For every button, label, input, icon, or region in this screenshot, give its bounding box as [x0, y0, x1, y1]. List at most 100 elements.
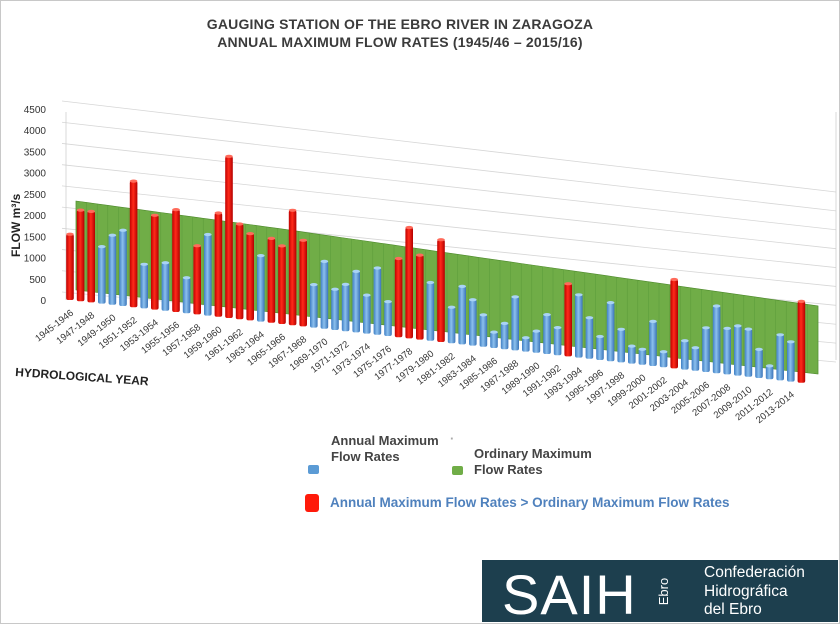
- bar-cap: [426, 280, 435, 285]
- y-tick-label: 1500: [24, 232, 47, 243]
- bar-cap: [755, 347, 763, 351]
- exceed-bar: [151, 215, 159, 310]
- bar-cap: [691, 346, 700, 350]
- annual-bar: [702, 327, 710, 372]
- annual-bar: [543, 314, 551, 354]
- bar-cap: [787, 340, 795, 344]
- bar-cap: [797, 299, 806, 303]
- bar-cap: [288, 208, 297, 212]
- bar-cap: [776, 333, 784, 337]
- annual-bar: [331, 289, 339, 330]
- annual-bar: [469, 299, 477, 346]
- annual-bar: [257, 255, 265, 322]
- y-tick-label: 4500: [24, 105, 47, 116]
- bar-cap: [543, 313, 551, 317]
- bar-cap: [320, 259, 329, 263]
- bar-cap: [182, 276, 191, 280]
- bar-cap: [681, 339, 689, 343]
- ordinary-flow-series: [75, 200, 819, 375]
- annual-bar: [765, 365, 774, 380]
- bar-cap: [628, 344, 636, 348]
- bar-cap: [76, 208, 85, 212]
- bar-cap: [87, 209, 95, 213]
- exceed-bar: [87, 211, 95, 303]
- annual-bar: [108, 235, 117, 305]
- bar-cap: [606, 301, 615, 305]
- bar-cap: [129, 179, 138, 183]
- exceed-bar: [405, 227, 413, 339]
- annual-bar: [553, 327, 562, 356]
- annual-bar: [119, 230, 127, 306]
- bar-cap: [765, 364, 774, 368]
- bar-cap: [310, 283, 318, 287]
- exceed-bar: [278, 245, 286, 324]
- annual-bar: [384, 301, 392, 336]
- annual-bar: [787, 341, 795, 382]
- bar-cap: [214, 211, 223, 215]
- legend-annual-label: Annual Maximum Flow Rates: [331, 433, 439, 464]
- bar-cap: [172, 208, 180, 212]
- bar-cap: [373, 266, 382, 270]
- annual-bar: [575, 294, 583, 358]
- exceed-bar: [172, 209, 180, 312]
- bar-cap: [744, 327, 753, 331]
- x-axis-label: HYDROLOGICAL YEAR: [15, 365, 150, 388]
- gridline: [61, 100, 837, 193]
- annual-bar: [500, 323, 509, 350]
- chart-title-line1: GAUGING STATION OF THE EBRO RIVER IN ZAR…: [206, 16, 594, 32]
- annual-bar: [659, 351, 668, 368]
- bar-cap: [490, 330, 498, 334]
- annual-bar: [352, 271, 360, 333]
- exceed-bar: [129, 181, 138, 308]
- bar-cap: [575, 293, 583, 297]
- bar-cap: [500, 321, 509, 325]
- annual-bar: [755, 349, 763, 378]
- annual-bar: [204, 234, 212, 316]
- bar-cap: [437, 238, 445, 242]
- bar-cap: [638, 347, 647, 351]
- bar-cap: [585, 316, 594, 320]
- bar-cap: [458, 284, 467, 288]
- annual-bar: [681, 340, 689, 370]
- exceed-bar: [564, 283, 572, 357]
- annual-bar: [723, 328, 731, 375]
- legend-ordinary-swatch: [452, 466, 463, 475]
- exceed-bar: [299, 240, 307, 327]
- exceed-bar: [193, 245, 201, 315]
- bar-cap: [193, 244, 201, 248]
- bar-cap: [522, 336, 530, 340]
- annual-flow-series: [66, 154, 806, 383]
- annual-bar: [458, 286, 466, 345]
- bar-cap: [702, 326, 710, 330]
- gridline: [61, 164, 837, 250]
- bar-cap: [734, 324, 742, 328]
- legend-dot: ·: [450, 431, 455, 446]
- y-tick-label: 2000: [24, 211, 47, 222]
- bar-cap: [278, 244, 286, 248]
- annual-bar: [638, 349, 647, 365]
- exceed-bar: [66, 234, 74, 300]
- gridline: [61, 121, 837, 212]
- bar-cap: [204, 232, 212, 237]
- bar-cap: [532, 329, 541, 333]
- bar-cap: [161, 261, 170, 265]
- y-tick-label: 2500: [24, 190, 47, 201]
- chart-title-line2: ANNUAL MAXIMUM FLOW RATES (1945/46 – 201…: [217, 34, 583, 50]
- y-axis-ticks: 0 500 1000 1500 2000 2500 3000 3500 4000 4500: [24, 105, 47, 307]
- bar-cap: [66, 232, 74, 236]
- bar-cap: [341, 282, 350, 286]
- annual-bar: [628, 346, 636, 364]
- y-tick-label: 1000: [24, 254, 47, 265]
- y-tick-label: 500: [29, 275, 46, 286]
- exceed-bar: [267, 238, 276, 323]
- annual-bar: [712, 306, 721, 374]
- exceed-bar: [246, 233, 254, 321]
- exceed-bar: [288, 210, 297, 326]
- saih-ebro-logo: SAIH Ebro Confederación Hidrográfica del…: [482, 560, 838, 626]
- annual-bar: [426, 282, 435, 341]
- bar-cap: [479, 313, 488, 317]
- annual-bar: [617, 329, 625, 363]
- bar-cap: [331, 287, 339, 291]
- annual-bar: [363, 295, 371, 334]
